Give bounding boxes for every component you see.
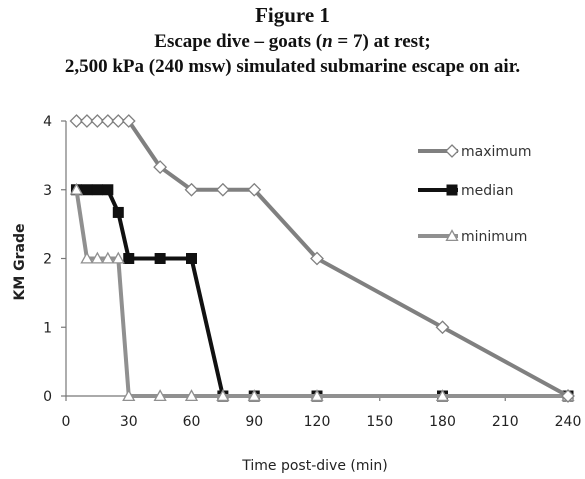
- figure-title: Figure 1: [255, 3, 330, 27]
- data-point-maximum: [247, 182, 262, 197]
- legend-label: minimum: [461, 229, 527, 245]
- x-tick-label: 90: [245, 414, 263, 430]
- data-point-minimum: [216, 389, 230, 402]
- x-axis-label: Time post-dive (min): [241, 458, 387, 474]
- data-point-median: [112, 206, 124, 218]
- data-point-maximum: [435, 320, 450, 335]
- x-tick-label: 240: [555, 414, 582, 430]
- x-tick-label: 180: [429, 414, 456, 430]
- y-tick-label: 1: [43, 320, 52, 336]
- y-tick-label: 2: [43, 252, 52, 268]
- data-point-median: [123, 253, 135, 264]
- data-point-minimum: [184, 389, 199, 402]
- x-tick-label: 210: [492, 414, 519, 430]
- data-point-maximum: [184, 182, 199, 197]
- data-point-maximum: [111, 114, 126, 128]
- legend-label: maximum: [461, 144, 532, 160]
- x-tick-label: 60: [183, 414, 201, 430]
- data-point-median: [154, 253, 166, 264]
- legend-swatch-marker: [445, 144, 459, 158]
- data-point-minimum: [122, 389, 136, 402]
- legend-item-minimum: minimum: [418, 229, 527, 245]
- data-point-median: [91, 184, 103, 196]
- data-point-minimum: [101, 251, 115, 264]
- data-point-maximum: [561, 389, 575, 403]
- chart-axes: 0 1 2 3 4 0 30 60 90 120 150 180 210 240: [43, 114, 581, 430]
- figure-subtitle-line2: 2,500 kPa (240 msw) simulated submarine …: [64, 56, 521, 77]
- data-point-minimum: [111, 251, 125, 264]
- y-tick-label: 4: [43, 114, 52, 130]
- data-point-minimum: [80, 251, 94, 264]
- data-point-maximum: [121, 114, 136, 128]
- legend-swatch-marker: [445, 229, 459, 242]
- series-median: [70, 184, 574, 402]
- legend-item-median: median: [418, 183, 513, 199]
- data-point-maximum: [153, 160, 168, 174]
- data-point-maximum: [310, 251, 324, 266]
- data-point-minimum: [153, 389, 167, 402]
- x-tick-label: 120: [304, 414, 331, 430]
- data-point-minimum: [435, 389, 450, 402]
- figure-subtitle-line1: Escape dive – goats (n = 7) at rest;: [154, 31, 431, 52]
- data-point-minimum: [90, 251, 104, 264]
- series-maximum: [69, 114, 575, 403]
- data-point-maximum: [69, 114, 84, 128]
- data-point-minimum: [69, 182, 84, 195]
- chart-legend: maximum median minimum: [418, 144, 532, 245]
- data-point-median: [186, 253, 197, 264]
- x-tick-label: 150: [366, 414, 393, 430]
- data-point-minimum: [247, 389, 261, 402]
- legend-item-maximum: maximum: [418, 144, 532, 160]
- series-minimum: [69, 182, 575, 402]
- x-tick-label: 30: [120, 414, 138, 430]
- legend-swatch-marker: [446, 184, 458, 196]
- data-point-minimum: [310, 389, 324, 402]
- y-tick-label: 0: [43, 389, 52, 405]
- data-point-maximum: [90, 114, 105, 128]
- data-point-maximum: [215, 182, 230, 197]
- data-point-maximum: [79, 114, 94, 128]
- n-symbol: n: [322, 31, 333, 52]
- data-point-median: [81, 184, 93, 196]
- legend-label: median: [461, 183, 513, 199]
- x-tick-label: 0: [62, 414, 71, 430]
- chart-series: [69, 114, 575, 403]
- series-line-median: [76, 187, 568, 398]
- y-tick-label: 3: [43, 183, 52, 199]
- data-point-median: [102, 184, 114, 196]
- y-axis-label: KM Grade: [12, 223, 28, 300]
- data-point-maximum: [100, 114, 115, 128]
- series-line-minimum: [74, 189, 568, 398]
